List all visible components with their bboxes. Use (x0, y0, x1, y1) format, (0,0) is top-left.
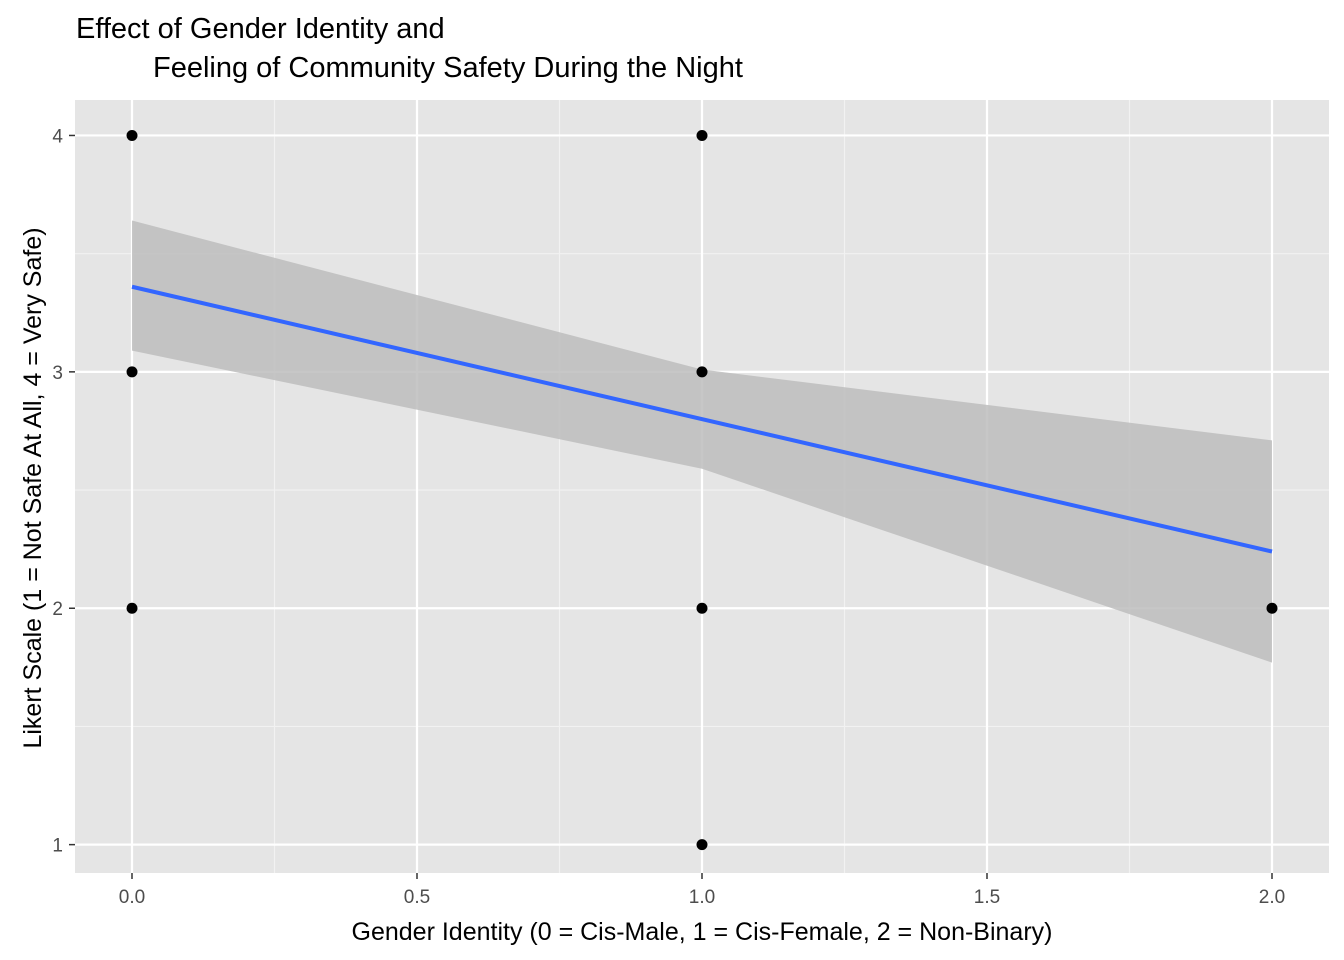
x-axis-title: Gender Identity (0 = Cis-Male, 1 = Cis-F… (352, 918, 1053, 946)
x-axis-ticks: 0.0 0.5 1.0 1.5 2.0 (119, 873, 1285, 908)
chart-title-line-1: Effect of Gender Identity and (76, 13, 445, 45)
y-tick-label: 1 (52, 836, 63, 857)
confidence-band (132, 220, 1272, 663)
y-tick-label: 3 (52, 363, 63, 384)
data-point (696, 839, 708, 851)
data-point (126, 602, 138, 614)
data-points (126, 129, 1278, 851)
y-tick-label: 2 (52, 599, 63, 620)
x-tick-label: 1.5 (974, 887, 1000, 908)
data-point (1266, 602, 1278, 614)
y-axis-ticks: 1 2 3 4 (52, 126, 75, 857)
x-tick-label: 0.5 (404, 887, 430, 908)
x-tick-label: 1.0 (689, 887, 715, 908)
trend-line (131, 284, 1273, 554)
chart-title-line-2: Feeling of Community Safety During the N… (153, 52, 743, 84)
data-point (126, 129, 138, 141)
x-tick-label: 0.0 (119, 887, 145, 908)
data-point (696, 129, 708, 141)
data-point (696, 602, 708, 614)
x-tick-label: 2.0 (1259, 887, 1285, 908)
data-point (126, 366, 138, 378)
y-axis-title: Likert Scale (1 = Not Safe At All, 4 = V… (19, 227, 47, 748)
data-point (696, 366, 708, 378)
y-tick-label: 4 (52, 126, 63, 147)
